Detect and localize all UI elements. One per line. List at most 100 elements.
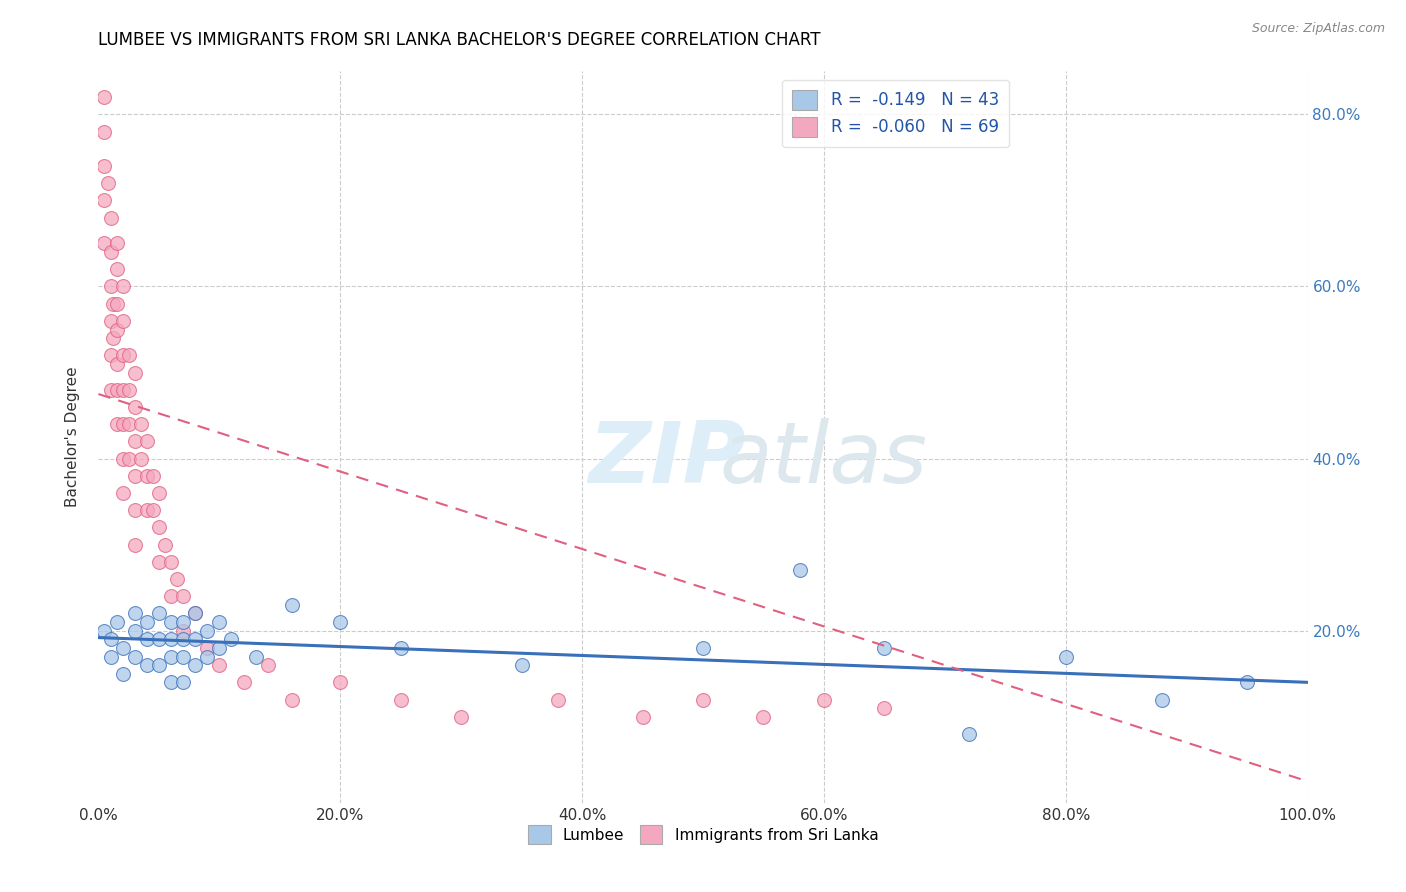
Point [93,90,115,104]
Point [148,658,170,673]
Point [124,538,146,552]
Point [172,649,194,664]
Point [450,710,472,724]
Point [129,417,152,432]
Point [124,400,146,414]
Point [100,314,122,328]
Point [100,348,122,362]
Point [93,125,115,139]
Point [172,675,194,690]
Point [105,357,128,371]
Point [195,649,218,664]
Point [692,640,714,655]
Point [129,451,152,466]
Point [160,649,183,664]
Point [329,615,352,629]
Point [142,503,165,517]
Point [111,486,134,500]
Point [124,468,146,483]
Point [118,348,141,362]
Point [692,692,714,706]
Point [1236,675,1258,690]
Point [813,692,835,706]
Point [184,632,207,647]
Point [105,296,128,310]
Point [101,296,124,310]
Point [93,194,115,208]
Point [124,366,146,380]
Point [100,649,122,664]
Point [245,649,267,664]
Point [752,710,775,724]
Point [1152,692,1174,706]
Point [160,675,183,690]
Point [221,632,243,647]
Point [105,417,128,432]
Point [172,589,194,603]
Point [148,607,170,621]
Point [101,331,124,345]
Point [160,555,183,569]
Point [148,520,170,534]
Point [208,640,231,655]
Point [93,624,115,638]
Point [195,640,218,655]
Point [873,701,896,715]
Point [93,236,115,251]
Point [100,632,122,647]
Point [148,486,170,500]
Point [873,640,896,655]
Point [111,417,134,432]
Legend: Lumbee, Immigrants from Sri Lanka: Lumbee, Immigrants from Sri Lanka [522,819,884,850]
Point [281,692,304,706]
Point [124,649,146,664]
Point [105,236,128,251]
Point [100,383,122,397]
Point [105,322,128,336]
Point [111,451,134,466]
Point [232,675,254,690]
Y-axis label: Bachelor's Degree: Bachelor's Degree [65,367,80,508]
Point [166,572,188,586]
Point [172,632,194,647]
Point [195,624,218,638]
Point [135,658,157,673]
Point [135,503,157,517]
Point [118,451,141,466]
Point [97,176,120,190]
Point [389,640,412,655]
Point [135,615,157,629]
Point [160,632,183,647]
Point [135,632,157,647]
Point [957,727,980,741]
Point [329,675,352,690]
Point [105,615,128,629]
Point [172,624,194,638]
Point [118,417,141,432]
Point [148,555,170,569]
Point [142,468,165,483]
Text: Source: ZipAtlas.com: Source: ZipAtlas.com [1251,22,1385,36]
Point [124,434,146,449]
Point [184,658,207,673]
Point [547,692,569,706]
Point [100,211,122,225]
Point [118,383,141,397]
Point [111,383,134,397]
Point [111,279,134,293]
Text: LUMBEE VS IMMIGRANTS FROM SRI LANKA BACHELOR'S DEGREE CORRELATION CHART: LUMBEE VS IMMIGRANTS FROM SRI LANKA BACH… [98,31,821,49]
Point [111,348,134,362]
Point [111,314,134,328]
Point [105,262,128,277]
Point [100,279,122,293]
Point [631,710,654,724]
Point [256,658,278,673]
Point [148,632,170,647]
Point [135,468,157,483]
Point [160,589,183,603]
Point [105,383,128,397]
Point [124,503,146,517]
Text: ZIP: ZIP [588,417,745,500]
Point [208,658,231,673]
Point [153,538,176,552]
